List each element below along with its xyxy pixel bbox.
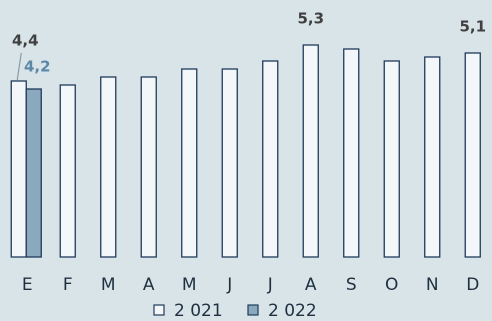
- x-tick-label: N: [426, 275, 439, 295]
- x-tick-label: A: [143, 275, 155, 295]
- legend-label: 2 022: [268, 301, 317, 321]
- bar: [59, 84, 76, 258]
- bar: [181, 68, 198, 258]
- bar: [424, 56, 441, 258]
- bar: [302, 44, 319, 258]
- x-tick-label: J: [267, 275, 273, 295]
- x-tick-label: E: [22, 275, 33, 295]
- bar: [100, 76, 117, 258]
- leader-line: [16, 52, 22, 81]
- x-tick-label: A: [305, 275, 317, 295]
- bar: [383, 60, 400, 258]
- legend-swatch: [247, 304, 259, 316]
- bar: [10, 80, 27, 258]
- value-label: 5,3: [297, 10, 324, 28]
- x-tick-label: O: [385, 275, 398, 295]
- bar: [25, 88, 42, 258]
- x-tick-label: J: [226, 275, 232, 295]
- bar: [343, 48, 360, 258]
- bar: [221, 68, 238, 258]
- legend-swatch: [153, 304, 165, 316]
- bar: [262, 60, 279, 258]
- legend-label: 2 021: [174, 301, 223, 321]
- x-tick-label: D: [466, 275, 479, 295]
- x-tick-label: M: [101, 275, 116, 295]
- bar: [464, 52, 481, 258]
- x-tick-label: F: [63, 275, 73, 295]
- value-label: 5,1: [459, 18, 486, 36]
- value-label: 4,2: [24, 58, 51, 76]
- x-tick-label: S: [346, 275, 357, 295]
- x-tick-label: M: [182, 275, 197, 295]
- bar: [140, 76, 157, 258]
- value-label: 4,4: [12, 32, 39, 50]
